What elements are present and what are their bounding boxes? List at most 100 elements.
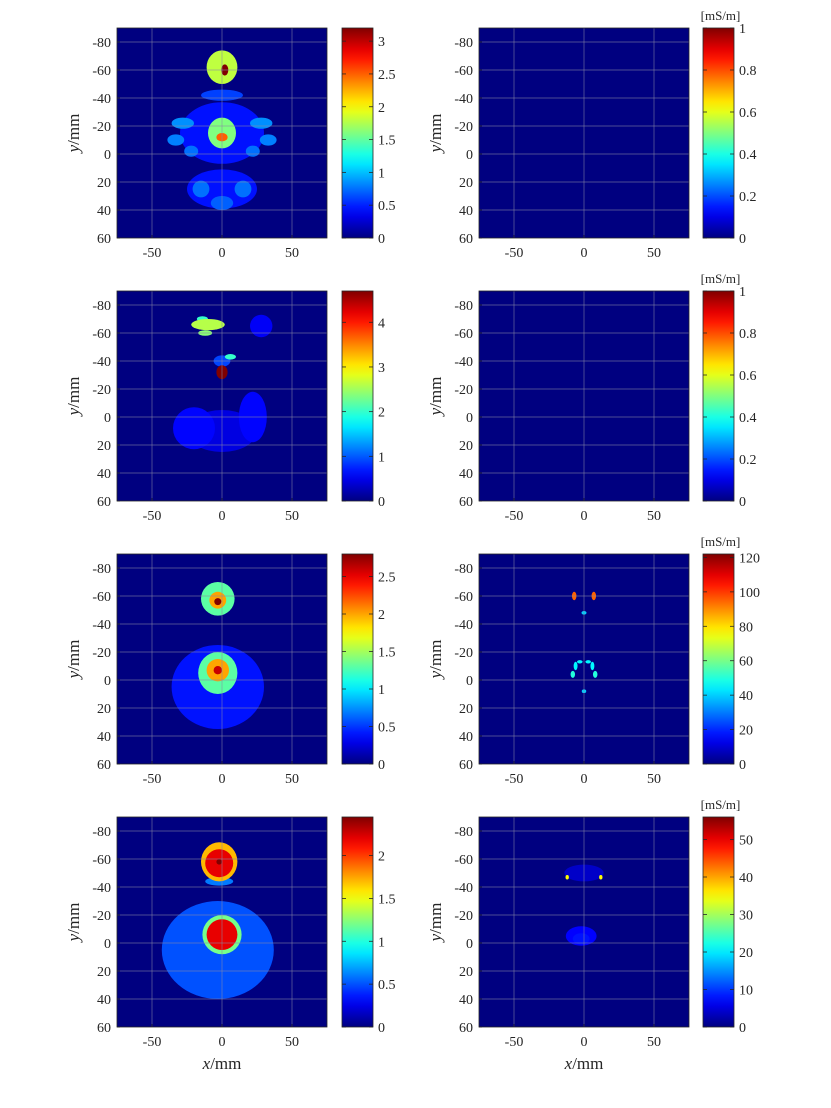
heatmap-region [192, 180, 210, 198]
colorbar-tick-label: 2 [378, 608, 385, 623]
colorbar-tick-label: 3 [378, 35, 385, 50]
y-tick-label: -80 [454, 36, 473, 51]
colorbar-tick-label: 2.5 [378, 68, 396, 83]
y-axis-label-var: y [64, 407, 83, 417]
y-tick-label: -40 [454, 618, 473, 633]
colorbar-tick-label: 1.5 [378, 646, 396, 661]
y-tick-label: 40 [97, 730, 111, 745]
y-axis-label: y/mm [64, 114, 83, 155]
y-axis-label-unit: /mm [64, 377, 83, 408]
heatmap-region [250, 117, 273, 129]
colorbar-tick-label: 0.5 [378, 199, 396, 214]
x-tick-label: -50 [143, 509, 162, 524]
y-tick-label: 20 [459, 176, 473, 191]
y-tick-label: -20 [454, 383, 473, 398]
y-axis-label-var: y [426, 933, 445, 943]
colorbar-tick-label: 0.5 [378, 978, 396, 993]
y-tick-label: -80 [454, 299, 473, 314]
colorbar-unit-label: [mS/m] [701, 797, 741, 812]
colorbar-tick-label: 40 [739, 871, 753, 886]
x-tick-label: 0 [581, 509, 588, 524]
y-tick-label: 0 [466, 937, 473, 952]
panel-row3-right: -50 0 50 -80 -60 -40 -20 0 20 40 60 y/mm 0 20 40 60 80 10… [426, 534, 760, 787]
colorbar-tick-label: 2 [378, 850, 385, 865]
colorbar-tick-label: 120 [739, 551, 760, 566]
colorbar [342, 291, 373, 501]
colorbar-tick-label: 0 [378, 495, 385, 510]
heatmap-region [259, 134, 277, 146]
y-tick-label: 40 [459, 993, 473, 1008]
heatmap-region [570, 670, 576, 678]
colorbar-tick-label: 1 [739, 22, 746, 37]
y-tick-label: -80 [92, 299, 111, 314]
colorbar-frame [702, 27, 735, 239]
y-tick-label: -60 [454, 590, 473, 605]
x-tick-label: 0 [219, 509, 226, 524]
x-tick-label: 0 [581, 772, 588, 787]
y-tick-label: 60 [459, 1021, 473, 1036]
y-tick-label: -40 [454, 355, 473, 370]
y-axis-label-unit: /mm [426, 377, 445, 408]
y-tick-label: -60 [92, 590, 111, 605]
y-tick-label: -40 [454, 92, 473, 107]
panel-row2-left: -50 0 50 -80 -60 -40 -20 0 20 40 60 y/mm 0 1 2 3 4 [64, 290, 385, 524]
x-tick-label: 50 [647, 1035, 661, 1050]
colorbar [342, 28, 373, 238]
y-tick-label: 0 [104, 148, 111, 163]
y-tick-label: 60 [97, 232, 111, 247]
y-tick-label: 20 [459, 702, 473, 717]
y-tick-label: 40 [459, 467, 473, 482]
y-tick-label: -40 [454, 881, 473, 896]
colorbar [703, 291, 734, 501]
heatmap-region [234, 180, 252, 198]
x-tick-label: 50 [285, 246, 299, 261]
y-axis-label: y/mm [64, 377, 83, 418]
colorbar-tick-label: 0 [739, 758, 746, 773]
y-tick-label: -20 [454, 120, 473, 135]
colorbar-tick-label: 2.5 [378, 571, 396, 586]
colorbar-tick-label: 3 [378, 361, 385, 376]
colorbar-tick-label: 2 [378, 101, 385, 116]
y-tick-label: 40 [97, 467, 111, 482]
y-tick-label: -60 [454, 327, 473, 342]
colorbar-frame [702, 553, 735, 765]
colorbar-tick-label: 1 [378, 450, 385, 465]
x-axis-label-var: x [564, 1054, 573, 1073]
colorbar [342, 817, 373, 1027]
x-tick-label: 50 [285, 509, 299, 524]
x-tick-label: 50 [647, 246, 661, 261]
colorbar-frame [341, 290, 374, 502]
y-tick-label: 40 [459, 204, 473, 219]
x-tick-label: 0 [219, 1035, 226, 1050]
x-axis-label-var: x [202, 1054, 211, 1073]
y-axis-label-unit: /mm [64, 114, 83, 145]
x-axis-label-unit: /mm [210, 1054, 241, 1073]
y-axis-label-var: y [426, 407, 445, 417]
heatmap-region [565, 874, 569, 880]
x-tick-label: 50 [285, 1035, 299, 1050]
panel-row1-left: -50 0 50 -80 -60 -40 -20 0 20 40 60 y/mm 0 0.5 1 1.5 2 2.… [64, 27, 396, 261]
heatmap-region [173, 407, 215, 450]
y-tick-label: 20 [459, 439, 473, 454]
y-tick-label: 0 [466, 148, 473, 163]
panel-row4-left: -50 0 50-80-60-40-200204060y/mmx/mm00.511.… [64, 816, 396, 1073]
y-tick-label: 20 [97, 176, 111, 191]
x-axis-label: x/mm [564, 1054, 604, 1073]
colorbar-tick-label: 1 [378, 683, 385, 698]
y-tick-label: -40 [92, 355, 111, 370]
y-tick-label: 60 [459, 232, 473, 247]
colorbar-tick-label: 0 [739, 1021, 746, 1036]
y-tick-label: 60 [97, 758, 111, 773]
y-tick-label: -60 [92, 853, 111, 868]
x-tick-label: 50 [647, 509, 661, 524]
heatmap-region [573, 661, 578, 671]
x-tick-label: -50 [505, 1035, 524, 1050]
colorbar-frame [341, 27, 374, 239]
heatmap-region [184, 145, 199, 157]
heatmap-region [213, 666, 222, 675]
x-tick-label: -50 [143, 1035, 162, 1050]
colorbar-tick-label: 0 [739, 232, 746, 247]
colorbar-tick-label: 1.5 [378, 134, 396, 149]
colorbar-unit-label: [mS/m] [701, 271, 741, 286]
colorbar-tick-label: 20 [739, 946, 753, 961]
